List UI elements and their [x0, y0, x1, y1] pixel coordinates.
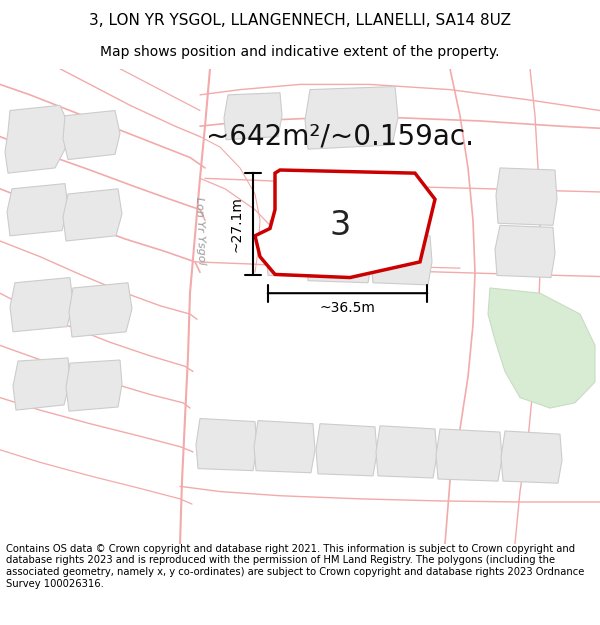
Polygon shape — [306, 231, 372, 282]
Polygon shape — [495, 226, 555, 278]
Polygon shape — [66, 360, 122, 411]
Polygon shape — [255, 170, 435, 278]
Text: ~36.5m: ~36.5m — [320, 301, 376, 315]
Text: Contains OS data © Crown copyright and database right 2021. This information is : Contains OS data © Crown copyright and d… — [6, 544, 584, 589]
Text: Lon Yr Ysgol: Lon Yr Ysgol — [194, 196, 206, 264]
Polygon shape — [13, 358, 70, 410]
Polygon shape — [7, 184, 68, 236]
Text: ~642m²/~0.159ac.: ~642m²/~0.159ac. — [206, 122, 474, 151]
Polygon shape — [196, 419, 257, 471]
Text: 3, LON YR YSGOL, LLANGENNECH, LLANELLI, SA14 8UZ: 3, LON YR YSGOL, LLANGENNECH, LLANELLI, … — [89, 13, 511, 28]
Polygon shape — [371, 232, 432, 285]
Polygon shape — [436, 429, 502, 481]
Polygon shape — [69, 282, 132, 337]
Text: 3: 3 — [329, 209, 350, 242]
Polygon shape — [266, 220, 362, 278]
Polygon shape — [5, 105, 70, 173]
Polygon shape — [63, 189, 122, 241]
Text: ~27.1m: ~27.1m — [230, 196, 244, 252]
Polygon shape — [63, 111, 120, 159]
Polygon shape — [316, 424, 377, 476]
Polygon shape — [376, 426, 437, 478]
Polygon shape — [496, 168, 557, 226]
Polygon shape — [488, 288, 595, 408]
Text: Map shows position and indicative extent of the property.: Map shows position and indicative extent… — [100, 44, 500, 59]
Polygon shape — [10, 278, 73, 332]
Polygon shape — [254, 421, 315, 472]
Polygon shape — [501, 431, 562, 483]
Polygon shape — [224, 92, 282, 140]
Polygon shape — [305, 86, 398, 149]
